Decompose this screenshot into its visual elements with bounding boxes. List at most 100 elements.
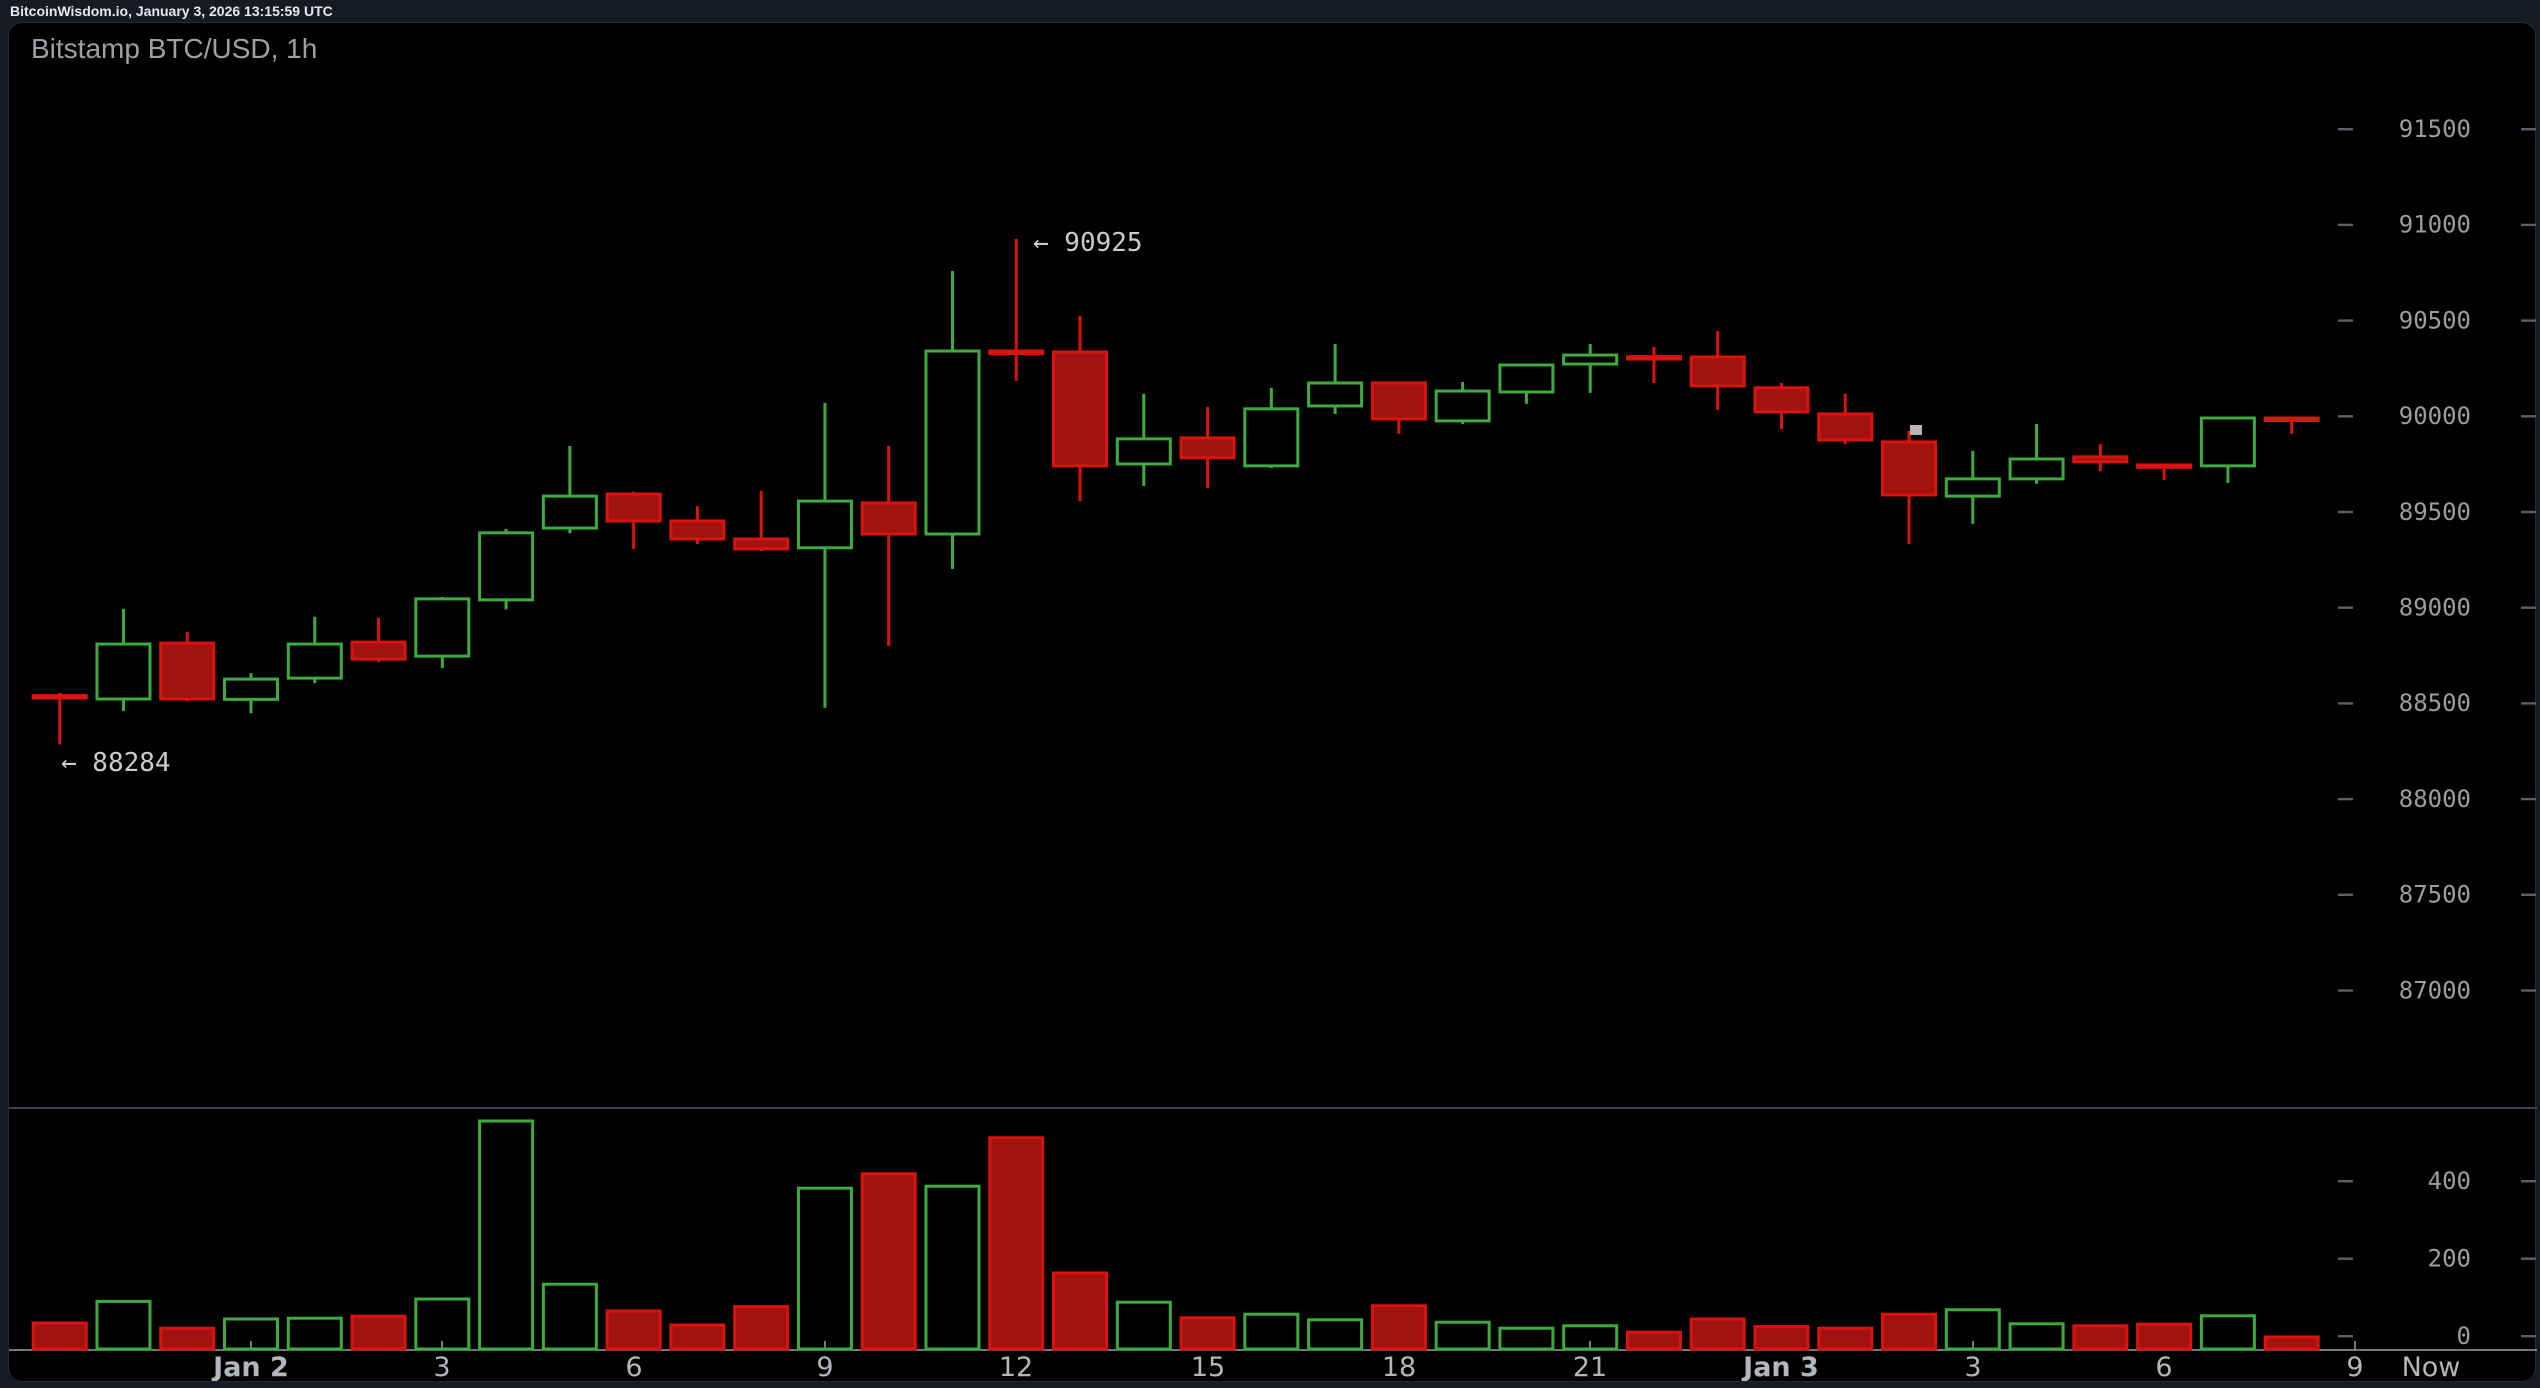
volume-bar-down [1881,1312,1938,1351]
candle-body-down [1370,381,1427,421]
candle-body-down [31,694,88,700]
volume-bar-down [605,1309,662,1351]
site-and-clock-label: BitcoinWisdom.io, January 3, 2026 13:15:… [10,3,333,19]
candle-body-up [414,597,471,658]
price-tick-label: 90000 [2399,402,2471,430]
top-status-bar: BitcoinWisdom.io, January 3, 2026 13:15:… [0,0,2540,22]
candle-body-up [1243,407,1300,468]
volume-bar-up [223,1317,280,1351]
volume-axis[interactable]: 400 200 0 [2338,1167,2536,1350]
time-tick-label: 6 [2155,1352,2172,1381]
time-tick-label: 3 [1964,1352,1981,1381]
candle-body-up [223,677,280,701]
price-tick-label: 87500 [2399,881,2471,909]
candle-body-up [796,499,853,550]
volume-bar-down [733,1305,790,1351]
price-annotations: ← 90925 ← 88284 [61,228,1143,778]
volume-bar-up [1562,1324,1619,1351]
price-tick-label: 91000 [2399,211,2471,239]
volume-bar-up [924,1184,981,1351]
volume-bar-down [669,1323,726,1351]
candle-body-down [1753,386,1810,414]
volume-bar-up [478,1119,535,1351]
volume-bar-down [159,1326,216,1351]
candle-body-down [860,501,917,536]
candle-body-down [1689,355,1746,388]
volume-bar-up [1434,1320,1491,1351]
candle-body-down [1625,355,1682,361]
candle-body-down [1881,440,1938,497]
time-tick-label: 21 [1573,1352,1607,1381]
volume-bar-down [860,1172,917,1351]
time-tick-label: 9 [816,1352,833,1381]
volume-bar-up [2199,1314,2256,1351]
volume-bar-up [286,1316,343,1351]
candle-body-up [924,349,981,536]
candle-body-up [1498,363,1555,394]
price-axis[interactable]: 91500 91000 90500 90000 89500 89000 88500 88000… [2338,115,2536,1004]
volume-bar-up [796,1186,853,1351]
volume-bar-down [2263,1335,2320,1351]
candle-body-down [733,537,790,551]
time-tick-label: 9 [2346,1352,2363,1381]
price-tick-label: 87000 [2399,976,2471,1004]
candle-body-down [350,640,407,661]
volume-bar-down [988,1136,1045,1351]
chart-title: Bitstamp BTC/USD, 1h [31,33,318,64]
price-annotation-label: ← 88284 [61,748,171,778]
volume-bar-up [1115,1300,1172,1351]
candle-body-up [286,642,343,680]
candle-body-down [2263,416,2320,423]
candle-body-up [1115,437,1172,466]
volume-bar-up [414,1297,471,1351]
volume-bar-down [2072,1324,2129,1351]
price-annotation-label: ← 90925 [1033,228,1143,258]
volume-bar-down [1052,1271,1109,1351]
candle-body-up [478,531,535,602]
candle-body-down [1817,412,1874,442]
price-tick-label: 89500 [2399,498,2471,526]
price-tick-label: 88500 [2399,689,2471,717]
candle-body-up [541,494,598,530]
chart-canvas[interactable]: 91500 91000 90500 90000 89500 89000 88500 88000… [9,23,2537,1381]
candle-body-down [1179,436,1236,460]
price-tick-label: 88000 [2399,785,2471,813]
candle-body-down [1052,350,1109,468]
volume-bar-up [2008,1322,2065,1351]
candle-body-up [2199,416,2256,468]
volume-bar-up [541,1282,598,1351]
time-tick-label: 12 [999,1352,1033,1381]
chart-panel: Bitstamp BTC/USD, 1h 91500 91000 90500 9000… [8,22,2537,1382]
volume-bar-down [1817,1326,1874,1351]
price-marker-dot [1910,425,1922,435]
volume-tick-label: 200 [2428,1245,2471,1273]
time-tick-label: 6 [625,1352,642,1381]
volume-bar-up [1307,1318,1364,1351]
price-tick-label: 91500 [2399,115,2471,143]
price-tick-label: 90500 [2399,306,2471,334]
price-tick-label: 89000 [2399,594,2471,622]
volume-bar-down [1689,1317,1746,1351]
volume-bar-down [1370,1304,1427,1351]
candle-body-down [2136,463,2193,469]
candle-body-down [159,641,216,701]
time-tick-label: 15 [1191,1352,1225,1381]
volume-bar-down [1753,1325,1810,1351]
volume-bar-up [1944,1308,2001,1351]
candle-body-down [988,349,1045,356]
time-tick-label: 18 [1382,1352,1416,1381]
volume-bar-up [1498,1326,1555,1351]
candles [31,239,2320,745]
candle-body-down [605,492,662,523]
candle-body-down [669,519,726,541]
time-tick-label: Now [2402,1352,2461,1381]
candle-body-up [1434,389,1491,423]
volume-bar-down [1179,1316,1236,1351]
time-tick-label: 3 [433,1352,450,1381]
time-tick-label: Jan 3 [1741,1352,1819,1381]
candle-body-up [1562,353,1619,366]
volume-bars [31,1119,2320,1351]
time-axis[interactable]: Jan 2 3 6 9 12 15 18 21 Jan 3 3 6 9 Now [211,1341,2460,1381]
volume-bar-up [95,1299,152,1351]
time-tick-label: Jan 2 [211,1352,289,1381]
